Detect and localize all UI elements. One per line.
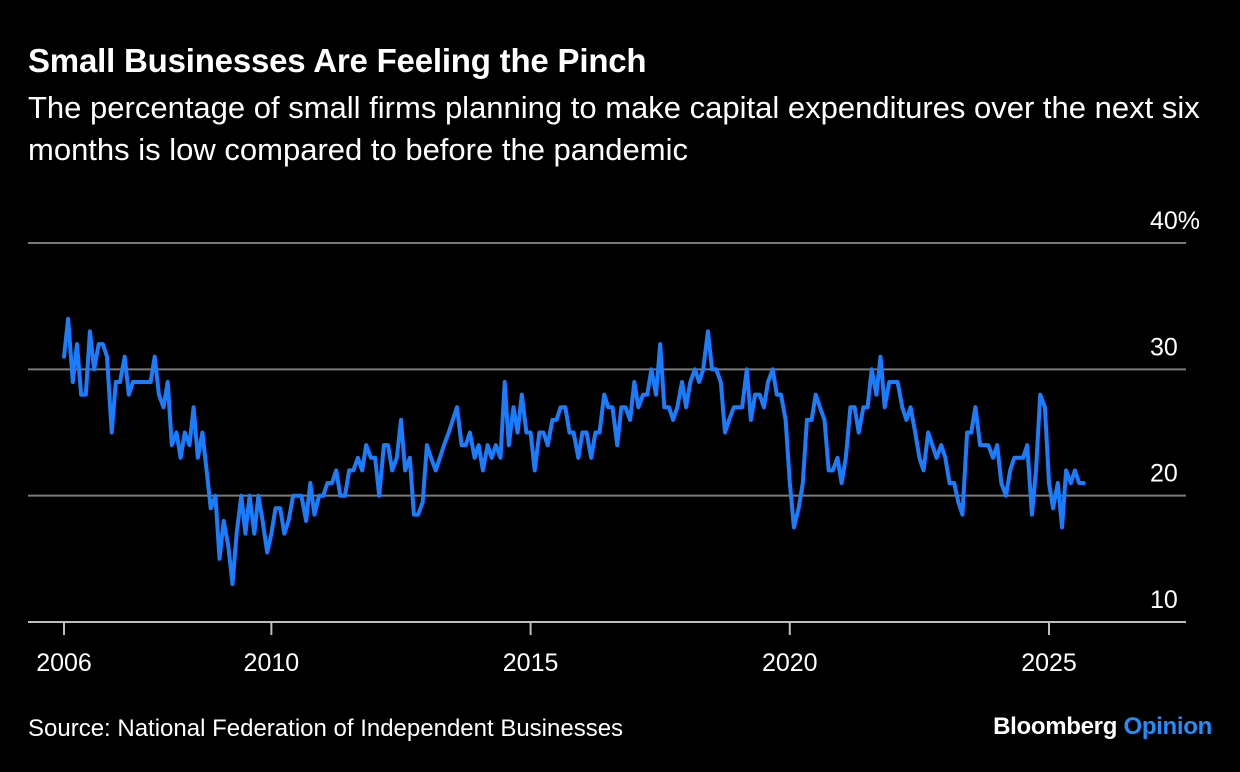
chart-subtitle: The percentage of small firms planning t…	[28, 90, 1200, 167]
source-note: Source: National Federation of Independe…	[28, 715, 624, 742]
bloomberg-opinion-logo: Bloomberg Opinion	[993, 713, 1212, 741]
x-tick-label-2006: 2006	[36, 649, 92, 677]
y-axis-labels: 10 20 30 40%	[1150, 207, 1200, 614]
x-tick-label-2015: 2015	[503, 649, 559, 677]
x-tick-label-2020: 2020	[762, 649, 818, 677]
y-tick-label-30: 30	[1150, 333, 1178, 361]
series-layer	[62, 316, 1086, 587]
chart-title: Small Businesses Are Feeling the Pinch	[28, 42, 647, 79]
logo-secondary: Opinion	[1123, 713, 1212, 740]
y-tick-label-40: 40%	[1150, 207, 1200, 235]
x-axis: 2006 2010 2015 2020 2025	[28, 621, 1186, 677]
series-line-0	[62, 316, 1086, 587]
logo-primary: Bloomberg	[993, 713, 1118, 740]
y-tick-label-10: 10	[1150, 586, 1178, 614]
x-tick-label-2025: 2025	[1021, 649, 1077, 677]
y-tick-label-20: 20	[1150, 460, 1178, 488]
x-tick-label-2010: 2010	[244, 649, 300, 677]
gridlines	[28, 242, 1186, 497]
